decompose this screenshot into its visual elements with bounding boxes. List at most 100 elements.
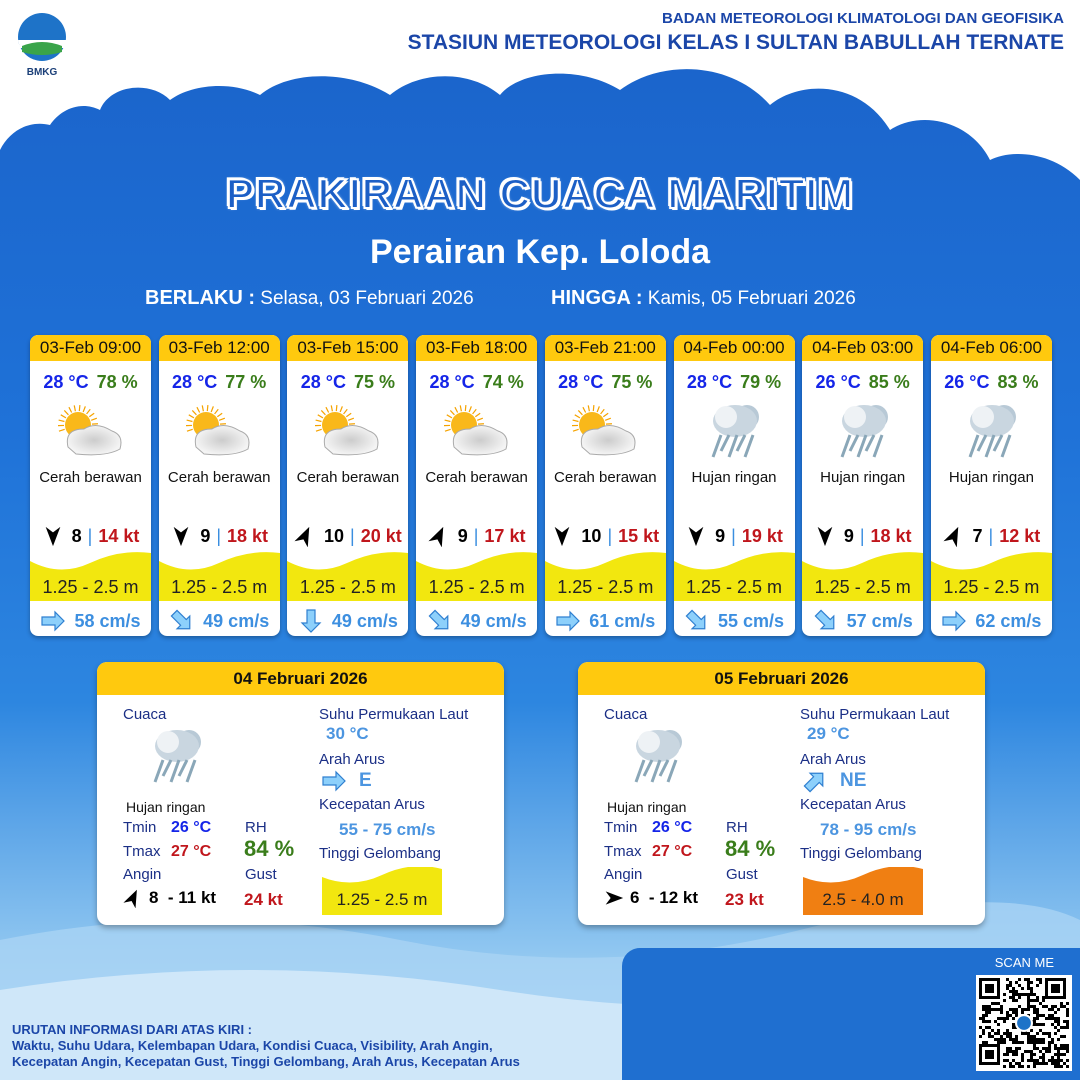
tmax-label: Tmax xyxy=(604,843,642,860)
daily-panel-1: 04 Februari 2026 Cuaca Hujan ringan Tmin… xyxy=(97,662,504,925)
wave-height: 1.25 - 2.5 m xyxy=(943,577,1040,597)
humidity: 75 % xyxy=(611,372,653,392)
wave-height-value: 2.5 - 4.0 m xyxy=(822,890,904,909)
gust-speed: 14 kt xyxy=(98,525,140,546)
wind-direction-icon xyxy=(817,526,833,547)
card-time: 03-Feb 15:00 xyxy=(287,335,409,361)
forecast-card: 04-Feb 00:00 28 °C 79 % Hujan ringan 9 | 19… xyxy=(673,335,795,636)
agency-name: BADAN METEOROLOGI KLIMATOLOGI DAN GEOFIS… xyxy=(662,10,1064,27)
partly-cloudy-icon xyxy=(314,405,379,456)
daily-panel-2: 05 Februari 2026 Cuaca Hujan ringan Tmin… xyxy=(578,662,985,925)
wind-speed: 9 xyxy=(715,525,726,546)
current-speed: 61 cm/s xyxy=(589,610,656,631)
wave-height-fill xyxy=(802,552,924,601)
wave-height-fill xyxy=(30,552,151,601)
wave-height: 1.25 - 2.5 m xyxy=(299,577,396,597)
rh-value: 84 % xyxy=(725,836,776,861)
daily-condition: Hujan ringan xyxy=(607,799,687,815)
wind-direction-icon xyxy=(294,526,310,547)
sst-value: 29 °C xyxy=(807,724,850,743)
agency-header: BADAN METEOROLOGI KLIMATOLOGI DAN GEOFIS… xyxy=(408,10,1064,55)
wave-label: Tinggi Gelombang xyxy=(319,845,442,862)
wave-height: 1.25 - 2.5 m xyxy=(557,577,654,597)
partly-cloudy-icon xyxy=(57,405,121,456)
card-time: 03-Feb 18:00 xyxy=(416,335,538,361)
page-title: PRAKIRAAN CUACA MARITIM xyxy=(225,169,855,218)
current-speed-value: 55 - 75 cm/s xyxy=(339,820,436,839)
wind-speed: 9 xyxy=(457,525,468,546)
valid-to-label: HINGGA : xyxy=(551,287,643,309)
sst-label: Suhu Permukaan Laut xyxy=(800,706,950,723)
gust-value: 23 kt xyxy=(725,890,764,909)
current-speed-value: 78 - 95 cm/s xyxy=(820,820,917,839)
forecast-card: 03-Feb 21:00 28 °C 75 % Cerah berawan 10 |… xyxy=(544,335,666,636)
valid-from-label: BERLAKU : xyxy=(145,287,255,309)
weather-condition: Cerah berawan xyxy=(39,469,142,486)
footer-line-2: Waktu, Suhu Udara, Kelembapan Udara, Kon… xyxy=(12,1038,493,1053)
wind-speed: 10 xyxy=(581,525,602,546)
forecast-card: 04-Feb 06:00 26 °C 83 % Hujan ringan 7 | 12… xyxy=(930,335,1052,636)
forecast-card: 03-Feb 09:00 28 °C 78 % Cerah berawan 8 | 1… xyxy=(30,335,151,636)
current-direction-icon xyxy=(814,609,835,630)
light-rain-icon xyxy=(968,405,1017,458)
wave-height: 1.25 - 2.5 m xyxy=(428,577,525,597)
light-rain-icon xyxy=(634,730,682,783)
forecast-card: 03-Feb 15:00 28 °C 75 % Cerah berawan 10 |… xyxy=(287,335,409,636)
humidity: 75 % xyxy=(353,372,396,392)
current-direction-label: Arah Arus xyxy=(319,751,385,768)
humidity: 78 % xyxy=(96,372,138,392)
weather-label: Cuaca xyxy=(604,706,648,723)
partly-cloudy-icon xyxy=(186,405,250,456)
light-rain-icon xyxy=(153,730,201,783)
wave-label: Tinggi Gelombang xyxy=(800,845,923,862)
partly-cloudy-icon xyxy=(572,405,636,456)
weather-condition: Hujan ringan xyxy=(691,469,777,486)
logo-text: BMKG xyxy=(26,67,58,78)
wind-direction-icon xyxy=(688,526,704,547)
humidity: 77 % xyxy=(225,372,267,392)
gust-speed: 15 kt xyxy=(618,525,660,546)
footer-line-1: URUTAN INFORMASI DARI ATAS KIRI : xyxy=(12,1022,252,1037)
gust-label: Gust xyxy=(245,866,277,883)
rh-value: 84 % xyxy=(244,836,295,861)
current-direction-icon xyxy=(170,609,191,630)
wave-height: 1.25 - 2.5 m xyxy=(685,577,783,597)
wind-direction-icon xyxy=(555,526,570,547)
bmkg-logo: BMKG xyxy=(14,12,70,78)
top-cloud-banner xyxy=(0,0,1080,180)
wave-height-fill xyxy=(544,552,666,601)
light-rain-icon xyxy=(840,405,888,458)
wave-height-fill xyxy=(930,552,1052,601)
qr-code[interactable] xyxy=(976,975,1072,1071)
humidity: 79 % xyxy=(740,372,782,392)
wind-direction-icon xyxy=(45,526,60,547)
wind-speed: 10 xyxy=(324,525,345,546)
weather-label: Cuaca xyxy=(123,706,167,723)
wave-height-fill xyxy=(803,867,923,915)
current-direction-icon xyxy=(685,609,706,630)
wind-label: Angin xyxy=(123,866,162,883)
wind-speed: 9 xyxy=(200,525,211,546)
current-direction-value: NE xyxy=(840,770,867,791)
gust-label: Gust xyxy=(726,866,758,883)
rh-label: RH xyxy=(726,819,748,836)
card-time: 04-Feb 00:00 xyxy=(673,335,795,361)
weather-condition: Cerah berawan xyxy=(425,469,528,486)
separator: | xyxy=(216,525,222,546)
gust-speed: 18 kt xyxy=(227,525,269,546)
gust-speed: 20 kt xyxy=(360,525,402,546)
tmin-value: 26 °C xyxy=(652,819,693,836)
wave-height-fill xyxy=(322,867,442,915)
valid-from: BERLAKU : Selasa, 03 Februari 2026 xyxy=(145,287,474,310)
valid-to-date: Kamis, 05 Februari 2026 xyxy=(647,288,856,309)
wind-direction-icon xyxy=(123,889,137,908)
tmax-value: 27 °C xyxy=(171,843,212,860)
weather-condition: Hujan ringan xyxy=(820,469,906,486)
card-time: 03-Feb 12:00 xyxy=(158,335,280,361)
wind-label: Angin xyxy=(604,866,643,883)
footer-legend: URUTAN INFORMASI DARI ATAS KIRI : Waktu,… xyxy=(12,1022,520,1070)
gust-speed: 17 kt xyxy=(484,525,526,546)
card-time: 04-Feb 03:00 xyxy=(802,335,924,361)
wind-speed: 7 xyxy=(972,525,983,546)
current-speed: 49 cm/s xyxy=(331,610,398,631)
